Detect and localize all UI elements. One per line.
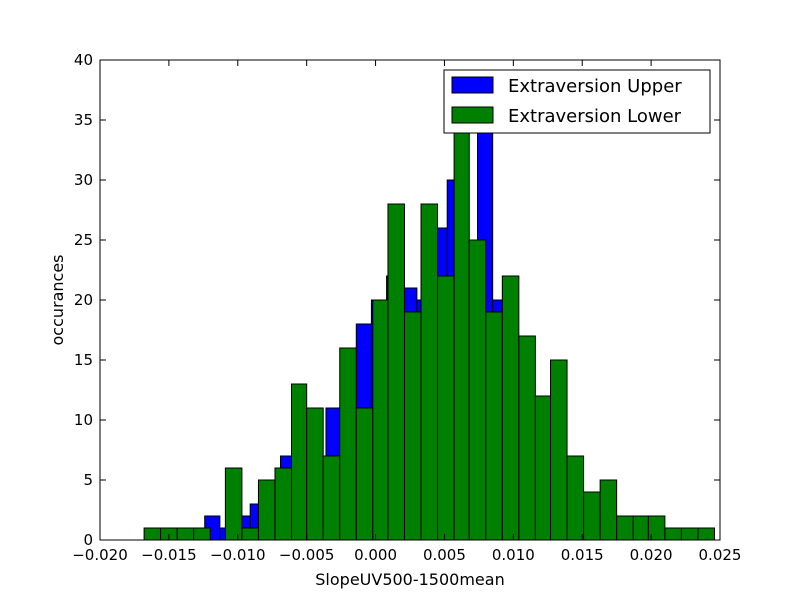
bar-lower-11: [323, 456, 340, 540]
y-tick-label-1: 5: [83, 471, 93, 489]
x-tick-label-6: 0.010: [492, 546, 535, 564]
bar-lower-21: [486, 312, 503, 540]
y-tick-label-5: 25: [74, 231, 93, 249]
y-tick-label-3: 15: [74, 351, 93, 369]
x-tick-label-3: −0.005: [279, 546, 335, 564]
y-tick-label-2: 10: [74, 411, 93, 429]
bar-lower-25: [551, 360, 568, 540]
y-axis-label: occurances: [48, 254, 67, 345]
legend-swatch-lower: [452, 107, 493, 123]
y-tick-label-8: 40: [74, 51, 93, 69]
bar-lower-24: [535, 396, 550, 540]
bar-lower-0: [144, 528, 161, 540]
bar-lower-30: [633, 516, 648, 540]
x-tick-label-0: −0.020: [72, 546, 128, 564]
bar-lower-6: [242, 528, 259, 540]
bar-lower-18: [438, 276, 455, 540]
bar-lower-22: [502, 276, 519, 540]
bar-lower-2: [177, 528, 194, 540]
bar-lower-3: [194, 528, 211, 540]
x-tick-label-1: −0.015: [141, 546, 197, 564]
x-axis-label: SlopeUV500-1500mean: [315, 570, 504, 589]
bar-lower-34: [698, 528, 715, 540]
legend: Extraversion Upper Extraversion Lower: [444, 70, 710, 133]
bar-lower-8: [275, 468, 292, 540]
y-tick-label-6: 30: [74, 171, 93, 189]
bar-lower-7: [258, 480, 275, 540]
x-tick-label-9: 0.025: [699, 546, 742, 564]
bar-lower-19: [454, 108, 469, 540]
bar-lower-20: [469, 240, 486, 540]
legend-swatch-upper: [452, 77, 493, 93]
bar-lower-14: [373, 300, 388, 540]
x-tick-label-4: 0.000: [354, 546, 397, 564]
bar-lower-27: [584, 492, 601, 540]
bar-lower-28: [600, 480, 617, 540]
x-tick-label-8: 0.020: [630, 546, 673, 564]
y-tick-label-0: 0: [83, 531, 93, 549]
y-tick-label-7: 35: [74, 111, 93, 129]
bar-lower-13: [356, 408, 373, 540]
bar-lower-12: [340, 348, 357, 540]
x-tick-label-5: 0.005: [423, 546, 466, 564]
bar-lower-29: [617, 516, 634, 540]
bar-lower-17: [421, 204, 438, 540]
bar-lower-33: [681, 528, 698, 540]
bar-lower-15: [388, 204, 405, 540]
x-tick-label-2: −0.010: [210, 546, 266, 564]
bar-lower-23: [519, 336, 536, 540]
bar-lower-26: [567, 456, 584, 540]
y-tick-label-4: 20: [74, 291, 93, 309]
bar-lower-10: [307, 408, 324, 540]
bar-lower-32: [665, 528, 682, 540]
legend-label-upper: Extraversion Upper: [508, 76, 682, 97]
bar-lower-9: [292, 384, 307, 540]
bar-lower-5: [225, 468, 242, 540]
bar-lower-16: [404, 312, 421, 540]
x-tick-label-7: 0.015: [561, 546, 604, 564]
legend-label-lower: Extraversion Lower: [508, 106, 682, 127]
